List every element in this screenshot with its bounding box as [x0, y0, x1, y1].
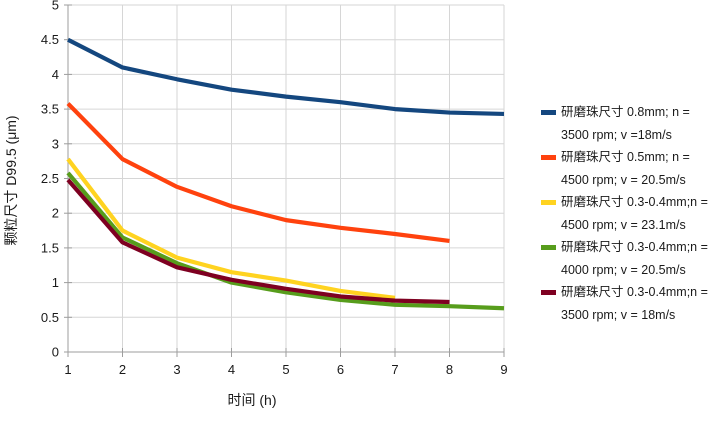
y-tick-label: 5: [52, 0, 59, 13]
x-tick-label: 8: [446, 362, 453, 377]
legend-label: 研磨珠尺寸 0.5mm; n = 4500 rpm; v = 20.5m/s: [561, 146, 690, 191]
x-tick-label: 2: [119, 362, 126, 377]
y-tick-label: 1.5: [41, 240, 59, 255]
y-tick-label: 3: [52, 136, 59, 151]
x-tick-label: 5: [282, 362, 289, 377]
legend-swatch-orange: [541, 155, 556, 160]
series-line-4: [66, 178, 450, 305]
legend-label: 研磨珠尺寸 0.8mm; n = 3500 rpm; v =18m/s: [561, 101, 690, 146]
legend-swatch-yellow: [541, 200, 556, 205]
x-tick-label: 7: [391, 362, 398, 377]
legend-label: 研磨珠尺寸 0.3-0.4mm;n = 3500 rpm; v = 18m/s: [561, 281, 708, 326]
y-tick-label: 0.5: [41, 310, 59, 325]
series-line-1: [66, 102, 450, 244]
series-line-3: [66, 171, 505, 311]
x-axis-title: 时间 (h): [228, 392, 277, 408]
legend-label-line2: 3500 rpm; v =18m/s: [561, 127, 672, 142]
y-tick-label: 1: [52, 275, 59, 290]
legend-swatch-green: [541, 245, 556, 250]
legend-item-bead-0.5mm: 研磨珠尺寸 0.5mm; n = 4500 rpm; v = 20.5m/s: [541, 146, 728, 191]
legend-swatch-blue: [541, 110, 556, 115]
y-tick-label: 4.5: [41, 32, 59, 47]
line-chart: 0 0.5 1 1.5 2 2.5 3 3.5 4 4.5 5 1 2 3 4 5 6 7 8 9 时间 (h) 颗粒尺寸…: [3, 0, 508, 408]
legend-label-line1: 研磨珠尺寸 0.8mm; n =: [561, 105, 690, 119]
legend-label: 研磨珠尺寸 0.3-0.4mm;n = 4000 rpm; v = 20.5m/…: [561, 236, 708, 281]
x-tick-label: 9: [500, 362, 507, 377]
series-line-2: [66, 157, 396, 300]
y-tick-label: 3.5: [41, 102, 59, 117]
y-tick-label: 4: [52, 67, 59, 82]
legend-item-bead-0.3-0.4mm-3500rpm: 研磨珠尺寸 0.3-0.4mm;n = 3500 rpm; v = 18m/s: [541, 281, 728, 326]
chart-legend: 研磨珠尺寸 0.8mm; n = 3500 rpm; v =18m/s 研磨珠尺…: [541, 101, 728, 326]
legend-label-line2: 4000 rpm; v = 20.5m/s: [561, 262, 686, 277]
x-tick-label: 1: [64, 362, 71, 377]
legend-label-line2: 4500 rpm; v = 20.5m/s: [561, 172, 686, 187]
legend-label: 研磨珠尺寸 0.3-0.4mm;n = 4500 rpm; v = 23.1m/…: [561, 191, 708, 236]
legend-swatch-maroon: [541, 290, 556, 295]
y-tick-label: 2.5: [41, 171, 59, 186]
legend-label-line2: 4500 rpm; v = 23.1m/s: [561, 217, 686, 232]
y-tick-label: 0: [52, 345, 59, 360]
legend-item-bead-0.3-0.4mm-4000rpm: 研磨珠尺寸 0.3-0.4mm;n = 4000 rpm; v = 20.5m/…: [541, 236, 728, 281]
legend-label-line1: 研磨珠尺寸 0.5mm; n =: [561, 150, 690, 164]
legend-item-bead-0.3-0.4mm-4500rpm: 研磨珠尺寸 0.3-0.4mm;n = 4500 rpm; v = 23.1m/…: [541, 191, 728, 236]
x-tick-label: 3: [173, 362, 180, 377]
x-tick-label: 6: [337, 362, 344, 377]
series-line-0: [67, 37, 505, 117]
y-tick-label: 2: [52, 206, 59, 221]
y-axis-title: 颗粒尺寸 D99.5 (μm): [3, 115, 19, 245]
legend-label-line1: 研磨珠尺寸 0.3-0.4mm;n =: [561, 285, 708, 299]
legend-label-line2: 3500 rpm; v = 18m/s: [561, 307, 676, 322]
legend-item-bead-0.8mm: 研磨珠尺寸 0.8mm; n = 3500 rpm; v =18m/s: [541, 101, 728, 146]
plot-area: 0 0.5 1 1.5 2 2.5 3 3.5 4 4.5 5 1 2 3 4 5 6 7 8 9 时间 (h) 颗粒尺寸…: [3, 0, 508, 408]
x-tick-label: 4: [228, 362, 235, 377]
legend-label-line1: 研磨珠尺寸 0.3-0.4mm;n =: [561, 240, 708, 254]
legend-label-line1: 研磨珠尺寸 0.3-0.4mm;n =: [561, 195, 708, 209]
